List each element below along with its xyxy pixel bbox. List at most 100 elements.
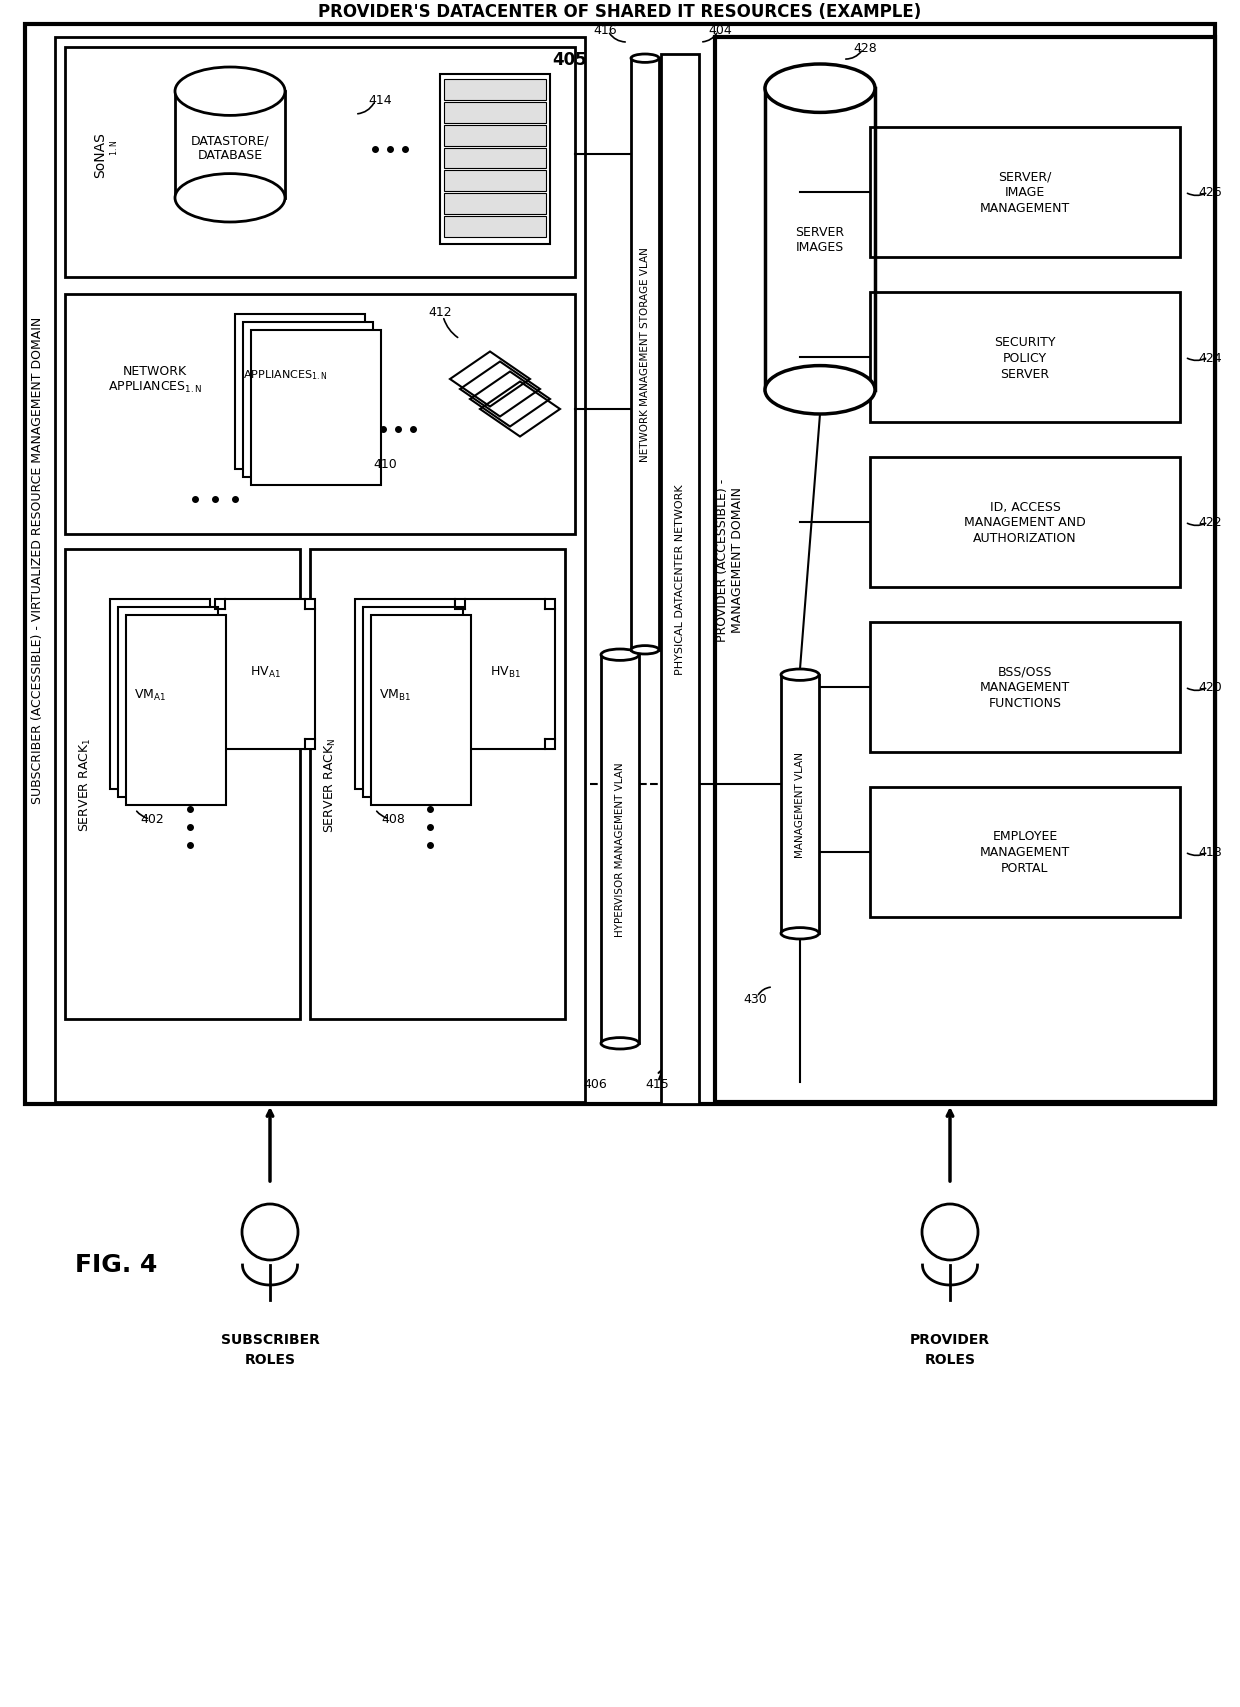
Ellipse shape: [631, 647, 658, 654]
Text: 406: 406: [583, 1077, 606, 1091]
Bar: [250, 331, 381, 486]
Text: 405: 405: [553, 51, 588, 68]
Bar: [444, 149, 546, 169]
Text: MANAGEMENT: MANAGEMENT: [980, 847, 1070, 859]
Text: HYPERVISOR MANAGEMENT VLAN: HYPERVISOR MANAGEMENT VLAN: [615, 763, 625, 937]
Text: MANAGEMENT VLAN: MANAGEMENT VLAN: [795, 751, 805, 857]
Text: NETWORK
APPLIANCES$\mathregular{_{1.N}}$: NETWORK APPLIANCES$\mathregular{_{1.N}}$: [108, 365, 202, 394]
Bar: [444, 171, 546, 193]
Bar: [444, 80, 546, 101]
Bar: [870, 457, 1180, 587]
Bar: [118, 608, 218, 797]
Bar: [440, 75, 551, 244]
Text: 408: 408: [381, 813, 405, 826]
Text: DATASTORE/
DATABASE: DATASTORE/ DATABASE: [191, 133, 269, 162]
Bar: [64, 550, 300, 1019]
Text: FUNCTIONS: FUNCTIONS: [988, 696, 1061, 710]
Bar: [126, 616, 226, 806]
Text: MANAGEMENT AND: MANAGEMENT AND: [965, 516, 1086, 529]
Text: $\mathregular{HV_{A1}}$: $\mathregular{HV_{A1}}$: [249, 664, 280, 679]
Text: IMAGE: IMAGE: [1004, 186, 1045, 200]
Text: 426: 426: [1198, 186, 1221, 200]
Bar: [661, 55, 699, 1104]
Text: $\mathregular{_{1.N}}$: $\mathregular{_{1.N}}$: [109, 140, 122, 155]
Text: SERVER/: SERVER/: [998, 171, 1052, 183]
Ellipse shape: [631, 55, 658, 63]
Text: 418: 418: [1198, 847, 1221, 859]
Ellipse shape: [601, 650, 639, 661]
Text: POLICY: POLICY: [1003, 352, 1047, 364]
Bar: [781, 676, 818, 934]
Text: 404: 404: [708, 24, 732, 36]
Text: ROLES: ROLES: [244, 1352, 295, 1366]
Text: PROVIDER: PROVIDER: [910, 1331, 990, 1347]
Text: 402: 402: [140, 813, 164, 826]
Text: SERVER RACK$\mathregular{_N}$: SERVER RACK$\mathregular{_N}$: [322, 737, 337, 833]
Ellipse shape: [175, 68, 285, 116]
Text: SoNAS: SoNAS: [93, 131, 107, 178]
Text: 424: 424: [1198, 352, 1221, 364]
Text: PROVIDER (ACCESSIBLE) -
MANAGEMENT DOMAIN: PROVIDER (ACCESSIBLE) - MANAGEMENT DOMAI…: [715, 478, 744, 642]
Text: EMPLOYEE: EMPLOYEE: [992, 830, 1058, 843]
Text: 416: 416: [593, 24, 616, 36]
Ellipse shape: [601, 1038, 639, 1050]
Text: SUBSCRIBER: SUBSCRIBER: [221, 1331, 320, 1347]
Text: SECURITY: SECURITY: [994, 335, 1055, 348]
Ellipse shape: [781, 669, 818, 681]
Bar: [715, 38, 1215, 1103]
Bar: [601, 655, 639, 1043]
Bar: [444, 217, 546, 237]
Text: 422: 422: [1198, 516, 1221, 529]
Ellipse shape: [781, 929, 818, 939]
Text: 412: 412: [428, 306, 451, 319]
Bar: [870, 294, 1180, 423]
Text: 430: 430: [743, 993, 766, 1005]
Bar: [25, 26, 1215, 1104]
Bar: [870, 128, 1180, 258]
Text: 415: 415: [645, 1077, 668, 1091]
Text: ROLES: ROLES: [925, 1352, 976, 1366]
Text: APPLIANCES$\mathregular{_{1.N}}$: APPLIANCES$\mathregular{_{1.N}}$: [243, 369, 327, 382]
Text: PROVIDER'S DATACENTER OF SHARED IT RESOURCES (EXAMPLE): PROVIDER'S DATACENTER OF SHARED IT RESOU…: [319, 3, 921, 20]
Bar: [363, 608, 463, 797]
Bar: [870, 623, 1180, 753]
Bar: [64, 48, 575, 278]
Text: SERVER
IMAGES: SERVER IMAGES: [795, 225, 844, 254]
Ellipse shape: [175, 174, 285, 224]
Bar: [55, 38, 585, 1103]
Text: $\mathregular{VM_{B1}}$: $\mathregular{VM_{B1}}$: [379, 686, 412, 702]
Text: NETWORK MANAGEMENT STORAGE VLAN: NETWORK MANAGEMENT STORAGE VLAN: [640, 248, 650, 463]
Text: SERVER RACK$\mathregular{_1}$: SERVER RACK$\mathregular{_1}$: [77, 737, 93, 831]
Text: PORTAL: PORTAL: [1001, 862, 1049, 876]
Bar: [455, 599, 556, 749]
Bar: [64, 295, 575, 534]
Bar: [310, 550, 565, 1019]
Text: SERVER: SERVER: [1001, 367, 1049, 381]
Bar: [355, 599, 455, 790]
Text: MANAGEMENT: MANAGEMENT: [980, 681, 1070, 695]
Ellipse shape: [765, 367, 875, 415]
Text: PHYSICAL DATACENTER NETWORK: PHYSICAL DATACENTER NETWORK: [675, 485, 684, 674]
Bar: [215, 599, 315, 749]
Text: MANAGEMENT: MANAGEMENT: [980, 203, 1070, 215]
Text: $\mathregular{VM_{A1}}$: $\mathregular{VM_{A1}}$: [134, 686, 166, 702]
Text: 428: 428: [853, 41, 877, 55]
Text: 410: 410: [373, 457, 397, 471]
Text: BSS/OSS: BSS/OSS: [998, 666, 1053, 678]
Bar: [631, 60, 658, 650]
Text: 420: 420: [1198, 681, 1221, 695]
Text: AUTHORIZATION: AUTHORIZATION: [973, 533, 1076, 545]
Bar: [444, 102, 546, 123]
Bar: [371, 616, 471, 806]
Bar: [444, 126, 546, 147]
Text: ID, ACCESS: ID, ACCESS: [990, 500, 1060, 514]
Bar: [444, 195, 546, 215]
Text: $\mathregular{HV_{B1}}$: $\mathregular{HV_{B1}}$: [490, 664, 521, 679]
Bar: [870, 787, 1180, 917]
Text: 414: 414: [368, 94, 392, 106]
Bar: [236, 314, 365, 469]
Text: FIG. 4: FIG. 4: [74, 1253, 157, 1277]
Bar: [243, 323, 373, 478]
Text: SUBSCRIBER (ACCESSIBLE) - VIRTUALIZED RESOURCE MANAGEMENT DOMAIN: SUBSCRIBER (ACCESSIBLE) - VIRTUALIZED RE…: [31, 316, 45, 804]
Ellipse shape: [765, 65, 875, 113]
